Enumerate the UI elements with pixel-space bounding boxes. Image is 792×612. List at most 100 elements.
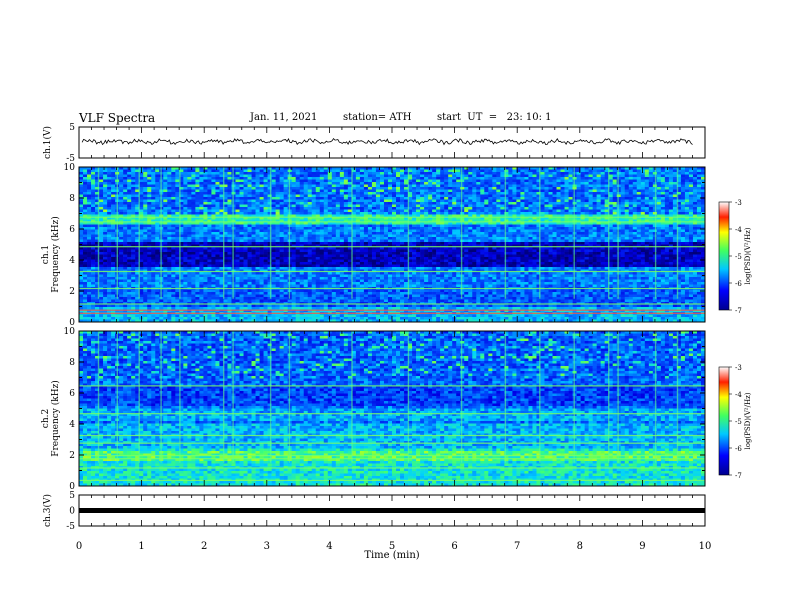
spectrogram-cell	[143, 207, 148, 210]
spectrogram-cell	[608, 167, 613, 170]
spectrogram-cell	[343, 167, 349, 170]
spectrogram-cell	[612, 222, 618, 225]
spectrogram-cell	[472, 222, 477, 225]
spectrogram-cell	[271, 202, 276, 205]
spectrogram-cell	[648, 207, 654, 210]
spectrogram-cell	[255, 204, 260, 208]
spectrogram-cell	[303, 167, 309, 170]
spectrogram-cell	[564, 239, 569, 243]
spectrogram-cell	[604, 194, 609, 198]
spectrogram-cell	[456, 197, 461, 200]
spectrogram-cell	[91, 184, 96, 188]
spectrogram-cell	[271, 214, 276, 218]
spectrogram-cell	[480, 194, 485, 198]
spectrogram-cell	[107, 217, 112, 220]
spectrogram-cell	[219, 174, 224, 178]
spectrogram-cell	[628, 179, 634, 183]
spectrogram-cell	[664, 227, 670, 230]
spectrogram-cell	[139, 217, 144, 220]
spectrogram-cell	[552, 239, 557, 243]
spectrogram-cell	[327, 217, 333, 220]
spectrogram-cell	[576, 177, 581, 180]
spectrogram-cell	[95, 212, 100, 215]
spectrogram-cell	[319, 207, 325, 210]
spectrogram-cell	[688, 184, 694, 188]
spectrogram-cell	[327, 244, 333, 248]
spectrogram-cell	[692, 167, 698, 170]
spectrogram-cell	[456, 212, 461, 215]
spectrogram-cell	[143, 222, 148, 225]
spectrogram-cell	[564, 202, 569, 205]
spectrogram-cell	[540, 227, 545, 230]
spectrogram-cell	[624, 199, 630, 203]
spectrogram-cell	[187, 182, 192, 185]
spectrogram-cell	[255, 237, 260, 240]
spectrogram-cell	[343, 182, 349, 185]
spectrogram-cell	[139, 242, 144, 245]
spectrogram-cell	[664, 184, 670, 188]
spectrogram-cell	[560, 227, 565, 230]
spectrogram-cell	[412, 202, 417, 205]
spectrogram-cell	[548, 184, 553, 188]
spectrogram-cell	[263, 167, 268, 170]
spectrogram-cell	[107, 232, 112, 235]
spectrogram-cell	[584, 192, 589, 195]
spectrogram-cell	[552, 242, 557, 245]
spectrogram-cell	[207, 194, 212, 198]
spectrogram-cell	[111, 194, 116, 198]
spectrogram-cell	[632, 187, 638, 190]
spectrogram-cell	[648, 217, 654, 220]
spectrogram-cell	[87, 244, 92, 248]
spectrogram-cell	[347, 212, 353, 215]
spectrogram-cell	[99, 237, 104, 240]
spectrogram-cell	[323, 224, 329, 228]
spectrogram-cell	[700, 172, 705, 175]
spectrogram-cell	[163, 199, 168, 203]
spectrogram-cell	[199, 237, 204, 240]
spectrogram-cell	[612, 219, 618, 223]
spectrogram-cell	[536, 227, 541, 230]
spectrogram-cell	[628, 237, 634, 240]
spectrogram-cell	[171, 224, 176, 228]
spectrogram-cell	[412, 224, 417, 228]
spectrogram-cell	[175, 177, 180, 180]
spectrogram-cell	[408, 237, 413, 240]
spectrogram-cell	[219, 234, 224, 238]
spectrogram-cell	[263, 189, 268, 193]
spectrogram-cell	[367, 214, 373, 218]
spectrogram-cell	[263, 194, 268, 198]
spectrogram-cell	[560, 219, 565, 223]
spectrogram-cell	[303, 177, 309, 180]
spectrogram-cell	[147, 187, 152, 190]
spectrogram-cell	[640, 244, 646, 248]
spectrogram-cell	[311, 204, 317, 208]
spectrogram-cell	[139, 234, 144, 238]
spectrogram-cell	[516, 229, 521, 233]
spectrogram-cell	[584, 229, 589, 233]
spectrogram-cell	[379, 242, 385, 245]
spectrogram-cell	[512, 239, 517, 243]
spectrogram-cell	[616, 229, 622, 233]
spectrogram-cell	[199, 239, 204, 243]
spectrogram-cell	[392, 217, 397, 220]
spectrogram-cell	[283, 167, 288, 170]
spectrogram-cell	[307, 227, 313, 230]
spectrogram-cell	[580, 217, 585, 220]
spectrogram-cell	[488, 222, 493, 225]
spectrogram-cell	[544, 207, 549, 210]
spectrogram-cell	[95, 229, 100, 233]
spectrogram-cell	[387, 209, 393, 213]
spectrogram-cell	[79, 219, 84, 223]
spectrogram-cell	[111, 212, 116, 215]
spectrogram-cell	[131, 199, 136, 203]
spectrogram-cell	[520, 182, 525, 185]
spectrogram-cell	[387, 224, 393, 228]
spectrogram-cell	[560, 184, 565, 188]
spectrogram-cell	[436, 214, 441, 218]
spectrogram-cell	[512, 207, 517, 210]
spectrogram-cell	[355, 184, 361, 188]
spectrogram-cell	[135, 229, 140, 233]
spectrogram-cell	[552, 184, 557, 188]
spectrogram-cell	[91, 244, 96, 248]
spectrogram-cell	[504, 182, 509, 185]
